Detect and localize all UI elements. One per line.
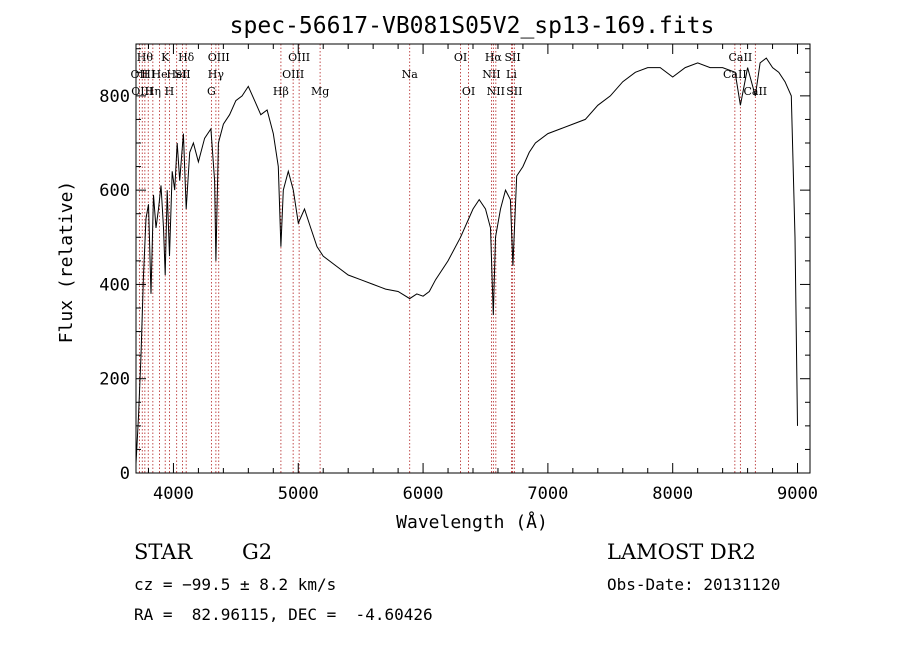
line-label: K	[161, 51, 170, 64]
coordinates-readout: RA = 82.96115, DEC = -4.60426	[134, 605, 433, 624]
line-label: Hβ	[273, 85, 289, 98]
y-axis-label: Flux (relative)	[56, 181, 77, 344]
plot-frame	[135, 43, 811, 474]
line-label: H	[165, 85, 175, 98]
y-tick-label: 600	[99, 181, 130, 201]
line-label: G	[207, 85, 216, 98]
x-tick-label: 6000	[403, 484, 444, 504]
line-label: Li	[506, 68, 517, 81]
line-label: OIII	[288, 51, 310, 64]
line-label: OI	[454, 51, 467, 64]
y-tick-label: 200	[99, 370, 130, 390]
spectral-line-labels: OIIOIIIHθHIHηHeKHHeISIIHδGHγOIIIHβOIIIOI…	[131, 51, 768, 98]
line-label: Hη	[145, 85, 161, 98]
line-label: Na	[402, 68, 419, 81]
object-type: STAR	[134, 540, 193, 564]
line-label: Mg	[311, 85, 329, 98]
line-label: SII	[174, 68, 190, 81]
line-label: CaII	[729, 51, 753, 64]
line-label: Hα	[485, 51, 503, 64]
y-axis: 0 200 400 600 800	[99, 48, 810, 484]
spectrum-chart: spec-56617-VB081S05V2_sp13-169.fits OII O…	[56, 13, 818, 533]
line-label: Hθ	[137, 51, 154, 64]
x-tick-label: 8000	[652, 484, 693, 504]
x-tick-label: 7000	[527, 484, 568, 504]
x-tick-label: 5000	[278, 484, 319, 504]
line-label: CaII	[723, 68, 747, 81]
line-label: He	[152, 68, 168, 81]
line-label: SII	[506, 85, 522, 98]
line-label: OIII	[131, 85, 153, 98]
line-label: Hδ	[178, 51, 195, 64]
y-tick-label: 800	[99, 87, 130, 107]
line-label: CaII	[743, 85, 767, 98]
line-label: OIII	[282, 68, 304, 81]
x-tick-label: 4000	[153, 484, 194, 504]
line-label: HeI	[166, 68, 186, 81]
x-axis-label: Wavelength (Å)	[396, 511, 548, 533]
y-tick-label: 400	[99, 275, 130, 295]
line-label: HI	[141, 68, 155, 81]
line-label: Hγ	[208, 68, 225, 81]
subclass: G2	[242, 540, 273, 564]
x-axis: 4000 5000 6000 7000 8000 9000	[147, 44, 818, 504]
y-tick-label: 0	[120, 464, 130, 484]
line-label: OI	[462, 85, 475, 98]
observation-date: Obs-Date: 20131120	[607, 575, 781, 594]
x-tick-label: 9000	[777, 484, 818, 504]
spectrum-line	[135, 57, 798, 464]
line-label: OIII	[208, 51, 230, 64]
line-label: NII	[487, 85, 505, 98]
line-label: OII	[131, 68, 149, 81]
survey-name: LAMOST DR2	[607, 540, 756, 564]
chart-title: spec-56617-VB081S05V2_sp13-169.fits	[230, 13, 715, 39]
spectral-line-markers	[138, 44, 756, 473]
line-label: SII	[504, 51, 520, 64]
line-label: NII	[482, 68, 500, 81]
velocity-readout: cz = −99.5 ± 8.2 km/s	[134, 575, 337, 594]
